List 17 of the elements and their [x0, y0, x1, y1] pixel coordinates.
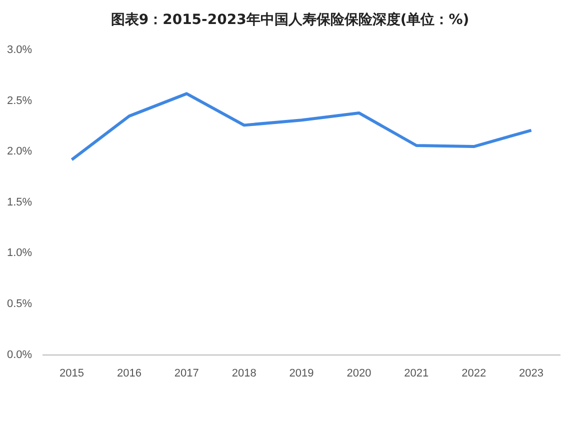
x-tick-label: 2016: [116, 367, 142, 380]
x-tick-label: 2017: [174, 367, 199, 380]
x-tick-label: 2023: [519, 367, 544, 380]
y-tick-label: 2.0%: [6, 146, 32, 158]
x-tick-label: 2021: [404, 367, 429, 380]
x-tick-label: 2020: [346, 367, 372, 380]
chart-title: 图表9：2015-2023年中国人寿保险保险深度(单位：%): [110, 10, 470, 30]
x-tick-label: 2022: [462, 367, 486, 380]
x-tick-label: 2019: [289, 367, 314, 380]
y-tick-label: 2.5%: [6, 94, 32, 107]
y-tick-label: 1.5%: [6, 196, 32, 208]
y-tick-label: 3.0%: [6, 44, 32, 56]
x-tick-label: 2015: [60, 367, 84, 380]
y-tick-label: 0.5%: [6, 298, 32, 310]
y-tick-label: 1.0%: [6, 247, 32, 260]
x-tick-label: 2018: [232, 367, 256, 380]
y-tick-label: 0.0%: [6, 348, 32, 361]
